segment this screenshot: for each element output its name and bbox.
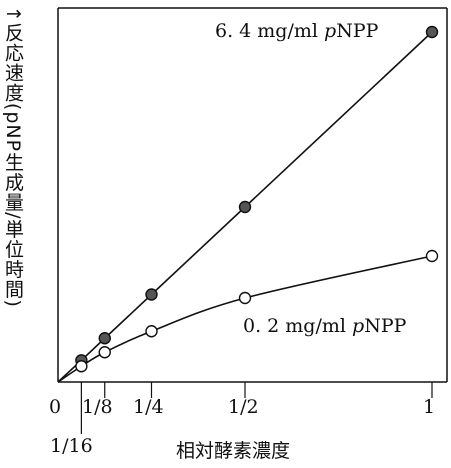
x-axis-label: 相対酵素濃度 [176, 440, 291, 462]
data-point-s1-1 [98, 346, 111, 359]
data-point-s1-3 [238, 291, 252, 305]
series-label-0-2-mg-ml: 0. 2 mg/ml pNPP [243, 315, 407, 337]
x-tick-label-0: 0 [49, 396, 62, 418]
data-point-s0-2 [145, 288, 158, 301]
data-point-s1-4 [425, 249, 439, 263]
data-point-s1-2 [145, 325, 158, 338]
data-point-s0-3 [238, 200, 252, 214]
x-tick-label-1-16: 1/16 [50, 435, 93, 457]
x-tick-label-1-2: 1/2 [228, 396, 259, 418]
series-label-6-4-mg-ml: 6. 4 mg/ml pNPP [215, 20, 379, 42]
x-tick-label-1: 1 [423, 396, 436, 418]
y-axis-label: ↑反応速度(pNP生成量/単位時間) [2, 6, 24, 308]
x-tick-label-1-8: 1/8 [82, 396, 113, 418]
data-point-s1-0 [75, 360, 88, 373]
data-point-s0-4 [425, 25, 439, 39]
x-tick-label-1-4: 1/4 [133, 396, 164, 418]
data-point-s0-1 [98, 332, 111, 345]
